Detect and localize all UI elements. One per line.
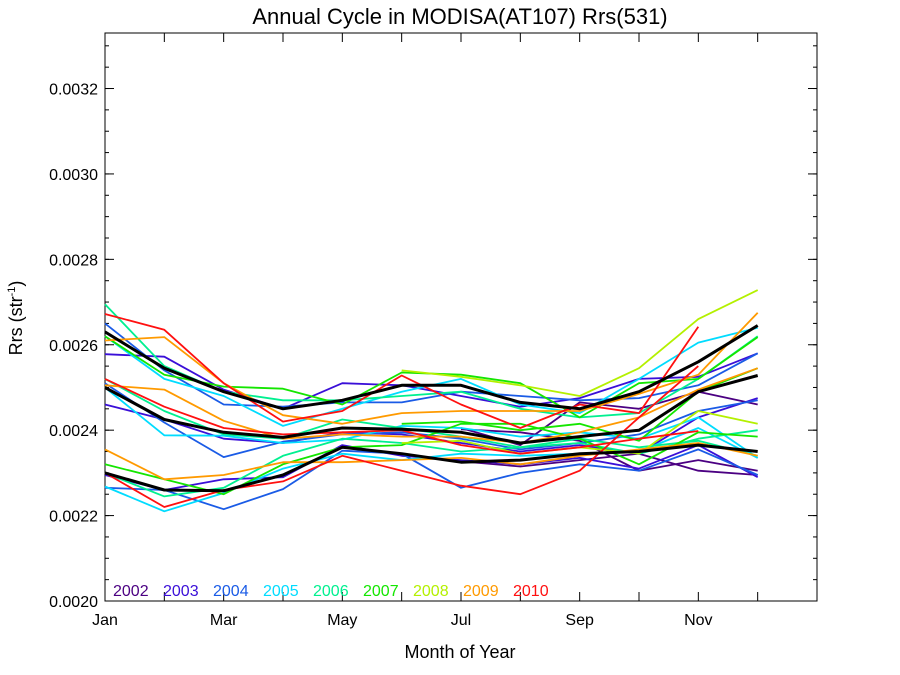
x-tick-label: May xyxy=(327,612,357,629)
series-line-2004 xyxy=(104,322,759,408)
series-line-2007 xyxy=(104,335,759,419)
series-line-2010 xyxy=(104,313,700,429)
y-axis-label-superscript: -1 xyxy=(6,287,18,297)
mean-series-line xyxy=(104,324,759,411)
series-line-2004 xyxy=(104,382,758,459)
series-layer xyxy=(104,289,759,513)
series-line-2002 xyxy=(460,452,758,476)
legend-entry-2009: 2009 xyxy=(463,583,499,600)
x-tick-label: Sep xyxy=(565,612,594,629)
y-axis-label-close: ) xyxy=(6,281,26,287)
y-tick-label: 0.0024 xyxy=(49,423,98,440)
y-tick-label: 0.0032 xyxy=(49,82,98,99)
plot-frame xyxy=(104,32,818,602)
x-tick-label: Jul xyxy=(451,612,471,629)
legend-entry-2004: 2004 xyxy=(213,583,249,600)
legend-entry-2008: 2008 xyxy=(413,583,449,600)
series-line-2004 xyxy=(104,448,759,511)
series-line-2009 xyxy=(104,367,759,444)
x-tick-label: Jan xyxy=(92,612,118,629)
legend-entry-2007: 2007 xyxy=(363,583,399,600)
legend-entry-2005: 2005 xyxy=(263,583,299,600)
mean-series-line xyxy=(104,443,758,493)
y-axis-label-main: Rrs (str xyxy=(6,296,26,355)
legend-entry-2010: 2010 xyxy=(513,583,549,600)
series-line-2005 xyxy=(104,386,759,459)
y-axis: 0.0020 0.0022 0.0024 0.0026 0.0028 0.0030 0.00… xyxy=(49,45,817,611)
legend-entry-2002: 2002 xyxy=(113,583,149,600)
x-tick-label: Mar xyxy=(210,612,238,629)
x-tick-label: Nov xyxy=(684,612,712,629)
legend-entry-2006: 2006 xyxy=(313,583,349,600)
series-line-2002 xyxy=(460,428,758,472)
y-tick-label: 0.0022 xyxy=(49,509,98,526)
chart-title: Annual Cycle in MODISA(AT107) Rrs(531) xyxy=(252,4,667,29)
legend-entry-2003: 2003 xyxy=(163,583,199,600)
mean-series-line xyxy=(104,374,759,445)
y-axis-label: Rrs (str-1) xyxy=(6,281,26,356)
y-tick-label: 0.0020 xyxy=(49,594,98,611)
legend: 2002 2003 2004 2005 2006 2007 2008 2009 2010 xyxy=(113,583,549,600)
y-tick-label: 0.0026 xyxy=(49,338,98,355)
series-line-2009 xyxy=(104,312,759,425)
series-line-2008 xyxy=(401,289,759,397)
y-tick-label: 0.0030 xyxy=(49,167,98,184)
x-axis: Jan Mar May Jul Sep Nov xyxy=(92,33,818,629)
x-axis-label: Month of Year xyxy=(404,642,515,662)
y-tick-label: 0.0028 xyxy=(49,252,98,269)
